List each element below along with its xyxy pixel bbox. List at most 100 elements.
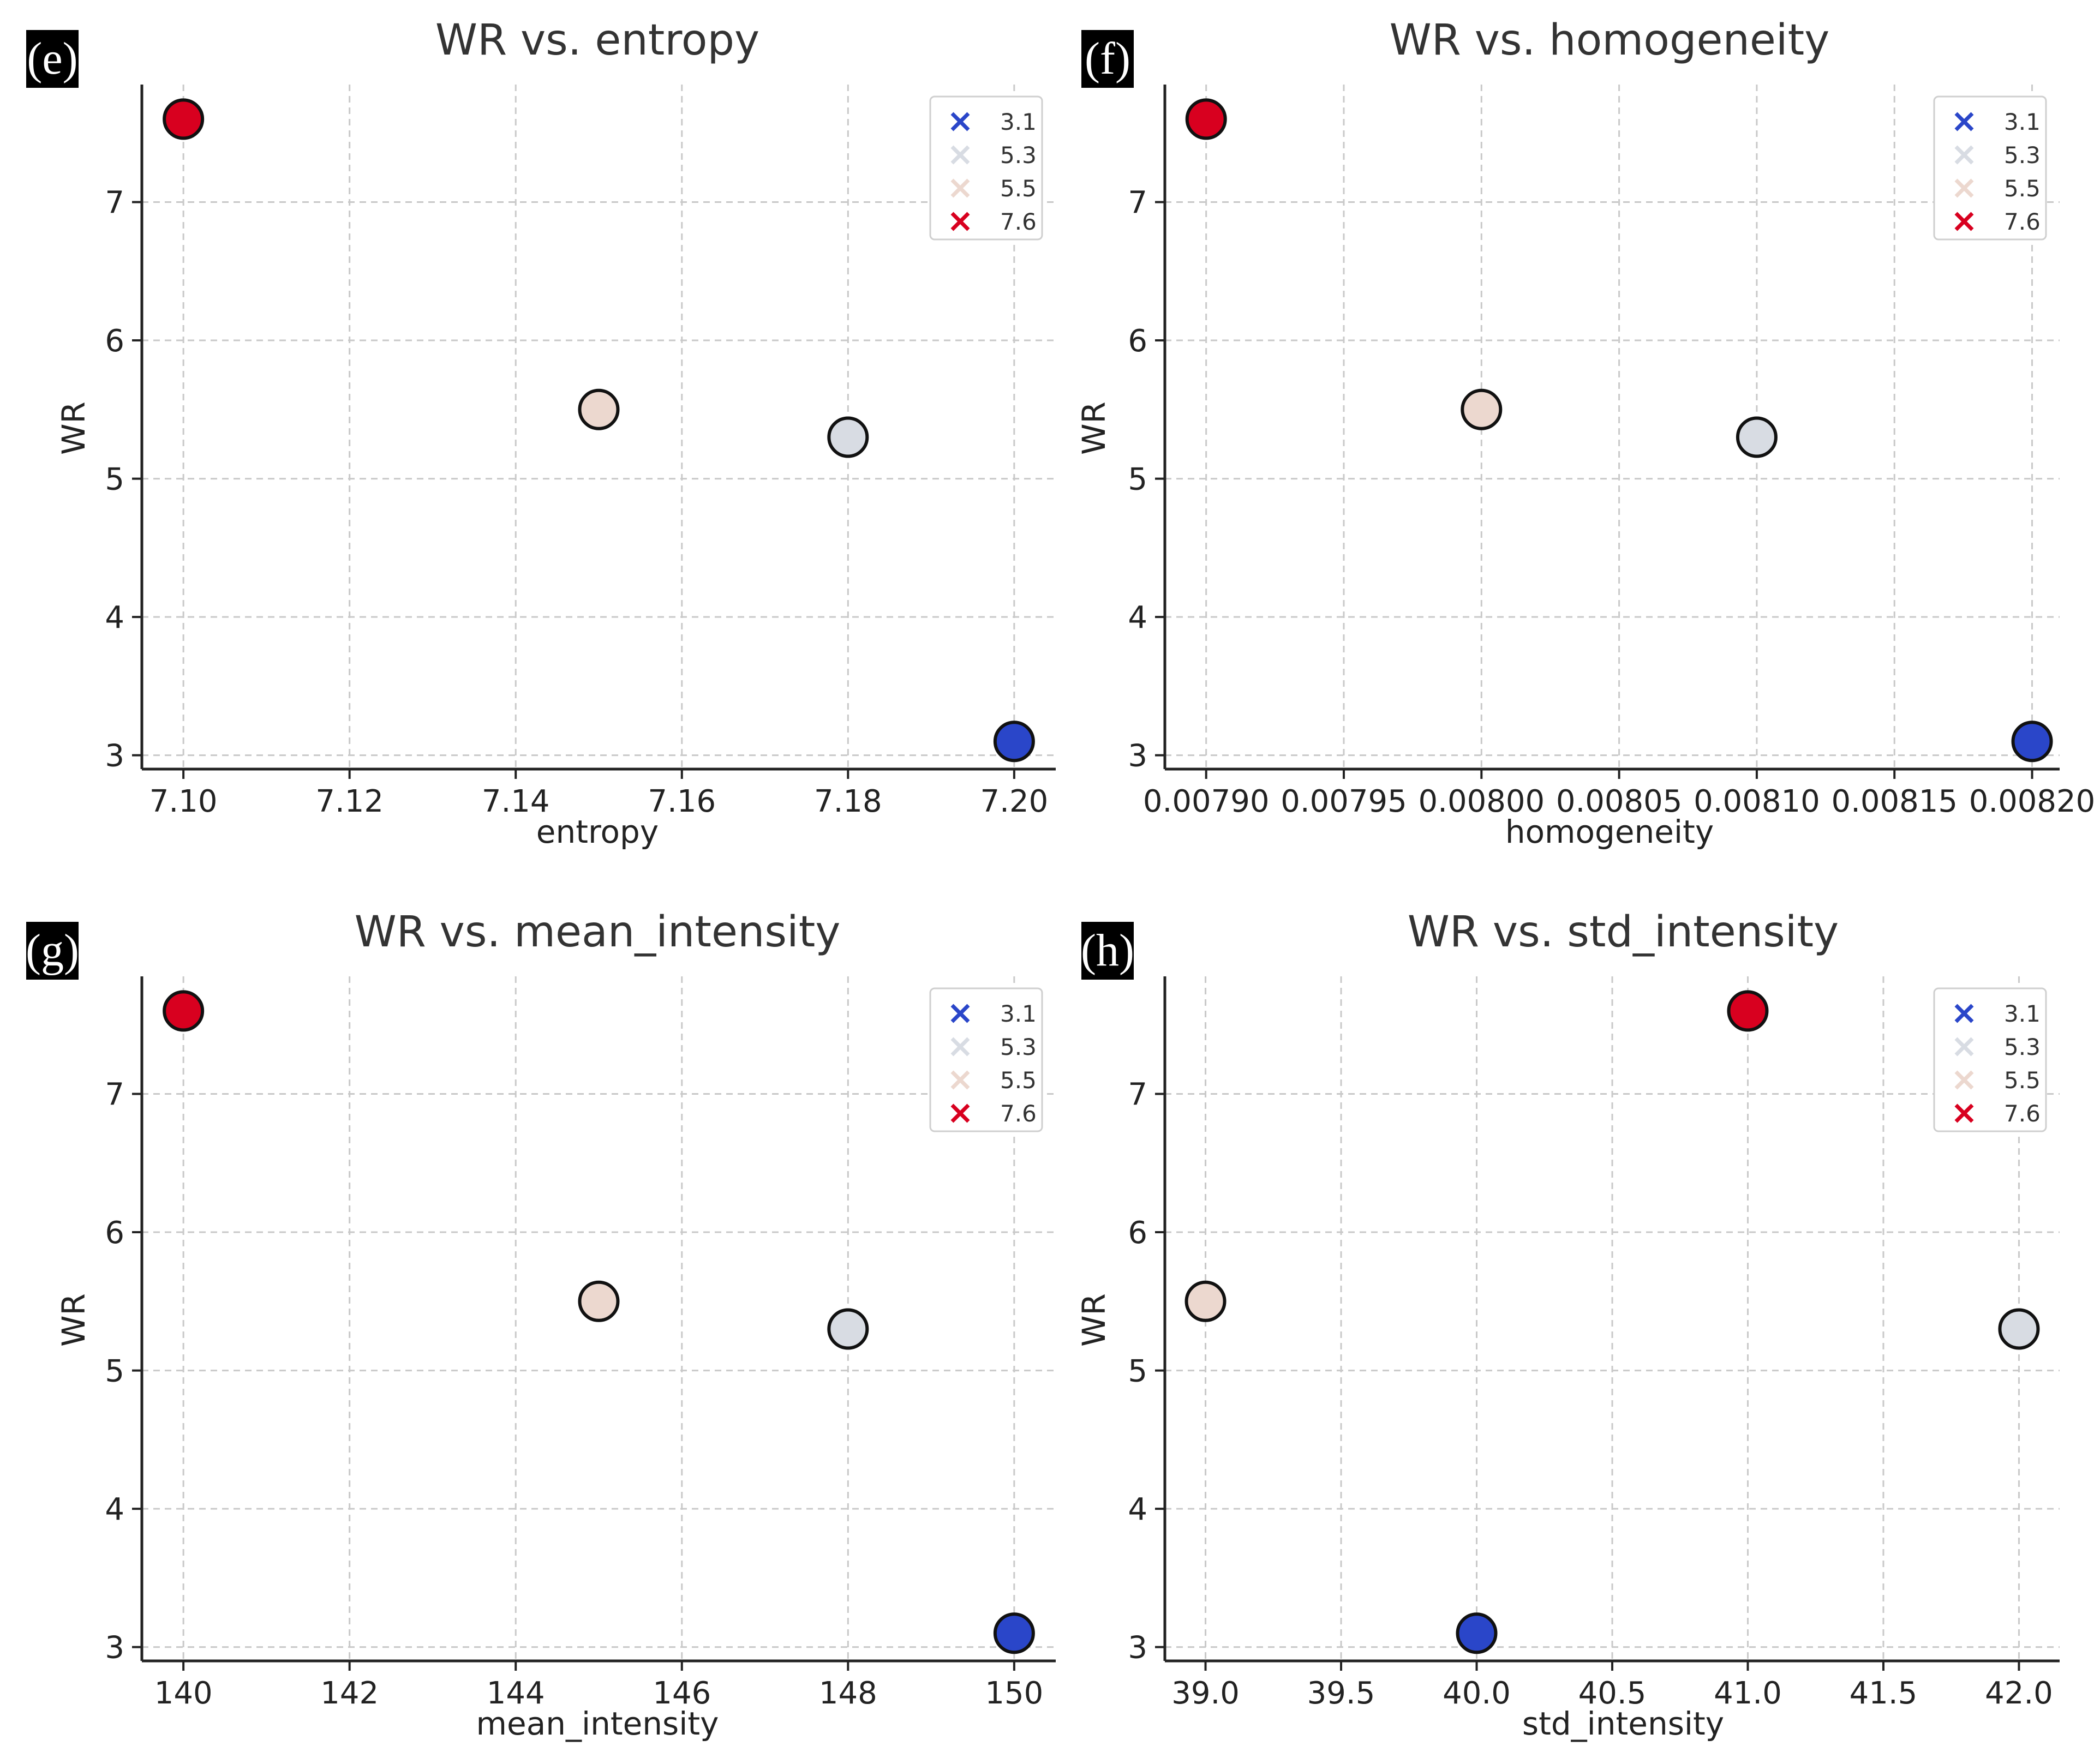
chart-panel-0: 7.10 7.12 7.14 7.16 7.18 7.20 3 4 5 6 7 WR vs. entr…: [26, 16, 1056, 850]
legend-marker-x-icon: [1954, 212, 1974, 231]
y-tick-label: 7: [1128, 185, 1147, 221]
y-axis-label: WR: [55, 1293, 92, 1347]
x-tick-label: 39.0: [1171, 1676, 1240, 1711]
chart-title: WR vs. homogeneity: [1390, 16, 1830, 65]
x-tick-label: 0.00800: [1419, 784, 1545, 819]
data-point: [1184, 1280, 1227, 1322]
legend-label: 3.1: [1000, 109, 1037, 135]
legend-marker-x-icon: [950, 1004, 970, 1023]
legend-label: 7.6: [2004, 1100, 2041, 1127]
legend-marker-stroke: [1954, 1103, 1974, 1123]
data-point: [827, 416, 869, 458]
x-axis-label: std_intensity: [1522, 1705, 1724, 1742]
legend-marker-stroke: [1954, 1004, 1974, 1023]
y-axis-label: WR: [1075, 401, 1112, 455]
legend-marker-x-icon: [1954, 178, 1974, 198]
legend-marker-stroke: [1954, 145, 1974, 165]
panel-letter-box: [26, 922, 79, 980]
y-tick-label: 5: [105, 1354, 124, 1389]
legend-marker-x-icon: [1954, 1103, 1974, 1123]
legend-label: 7.6: [1000, 1100, 1037, 1127]
panel-letter: (h): [1081, 925, 1134, 976]
x-tick-label: 0.00790: [1143, 784, 1270, 819]
y-tick-label: 7: [1128, 1077, 1147, 1113]
data-point: [578, 388, 620, 430]
x-tick-label: 0.00820: [1969, 784, 2096, 819]
legend-marker-stroke: [1954, 1070, 1974, 1090]
legend-marker-x-icon: [1954, 1037, 1974, 1057]
panel-letter: (f): [1085, 33, 1130, 84]
legend: 3.1 5.3 5.5 7.6: [1933, 987, 2047, 1132]
legend-label: 3.1: [1000, 1000, 1037, 1027]
legend-box: [1933, 987, 2047, 1132]
legend-label: 5.3: [1000, 1034, 1037, 1060]
legend-box: [1933, 95, 2047, 241]
y-tick-label: 4: [1128, 1492, 1147, 1527]
legend-marker-x-icon: [950, 178, 970, 198]
legend: 3.1 5.3 5.5 7.6: [929, 987, 1043, 1132]
legend-label: 3.1: [2004, 109, 2041, 135]
legend-marker-stroke: [1954, 212, 1974, 231]
legend-label: 5.3: [2004, 142, 2041, 169]
y-tick-label: 7: [105, 185, 124, 221]
data-point: [1461, 388, 1503, 430]
legend-box: [929, 95, 1043, 241]
x-tick-label: 7.16: [648, 784, 716, 819]
data-point: [163, 990, 205, 1032]
legend-marker-stroke: [1954, 112, 1974, 131]
panel-letter-box: [26, 30, 79, 88]
x-tick-label: 41.0: [1714, 1676, 1782, 1711]
legend-marker-stroke: [950, 178, 970, 198]
x-tick-label: 39.5: [1307, 1676, 1375, 1711]
chart-panel-3: 39.0 39.5 40.0 40.5 41.0 41.5 42.0 3 4 5 6 7 WR vs. …: [1075, 908, 2060, 1742]
legend-marker-stroke: [1954, 1037, 1974, 1057]
legend-marker-stroke: [950, 1103, 970, 1123]
legend-marker-stroke: [950, 112, 970, 131]
data-point: [578, 1280, 620, 1322]
legend-box: [929, 987, 1043, 1132]
x-tick-label: 41.5: [1850, 1676, 1918, 1711]
legend: 3.1 5.3 5.5 7.6: [929, 95, 1043, 241]
y-tick-label: 3: [105, 739, 124, 774]
x-tick-label: 0.00805: [1556, 784, 1683, 819]
legend-label: 5.5: [1000, 1067, 1037, 1094]
legend-label: 7.6: [2004, 208, 2041, 235]
y-axis-label: WR: [55, 401, 92, 455]
x-tick-label: 42.0: [1985, 1676, 2053, 1711]
x-tick-label: 7.12: [315, 784, 384, 819]
legend-marker-stroke: [1954, 178, 1974, 198]
y-tick-label: 5: [1128, 462, 1147, 497]
y-tick-label: 3: [105, 1630, 124, 1666]
legend-marker-stroke: [950, 1037, 970, 1057]
legend-label: 5.5: [1000, 175, 1037, 202]
legend-marker-x-icon: [950, 212, 970, 231]
y-tick-label: 4: [105, 1492, 124, 1527]
legend-label: 5.5: [2004, 1067, 2041, 1094]
y-tick-label: 5: [105, 462, 124, 497]
panel-letter: (g): [26, 925, 79, 976]
legend: 3.1 5.3 5.5 7.6: [1933, 95, 2047, 241]
y-tick-label: 6: [105, 323, 124, 359]
legend-marker-stroke: [950, 145, 970, 165]
legend-marker-x-icon: [1954, 1070, 1974, 1090]
data-point: [1727, 990, 1769, 1032]
panel-letter-box: [1081, 30, 1134, 88]
y-tick-label: 7: [105, 1077, 124, 1113]
legend-marker-stroke: [950, 1004, 970, 1023]
data-point: [1998, 1308, 2040, 1350]
chart-panel-1: 0.00790 0.00795 0.00800 0.00805 0.00810 0.008…: [1075, 16, 2095, 850]
y-tick-label: 3: [1128, 739, 1147, 774]
legend-marker-stroke: [950, 212, 970, 231]
panel-letter-box: [1081, 922, 1134, 980]
legend-marker-x-icon: [1954, 145, 1974, 165]
x-tick-label: 150: [985, 1676, 1043, 1711]
x-tick-label: 7.14: [482, 784, 550, 819]
legend-marker-x-icon: [950, 145, 970, 165]
x-tick-label: 7.18: [814, 784, 882, 819]
x-tick-label: 0.00795: [1281, 784, 1407, 819]
x-tick-label: 40.5: [1578, 1676, 1647, 1711]
data-point: [163, 98, 205, 140]
data-point: [1185, 98, 1227, 140]
data-point: [1736, 416, 1778, 458]
